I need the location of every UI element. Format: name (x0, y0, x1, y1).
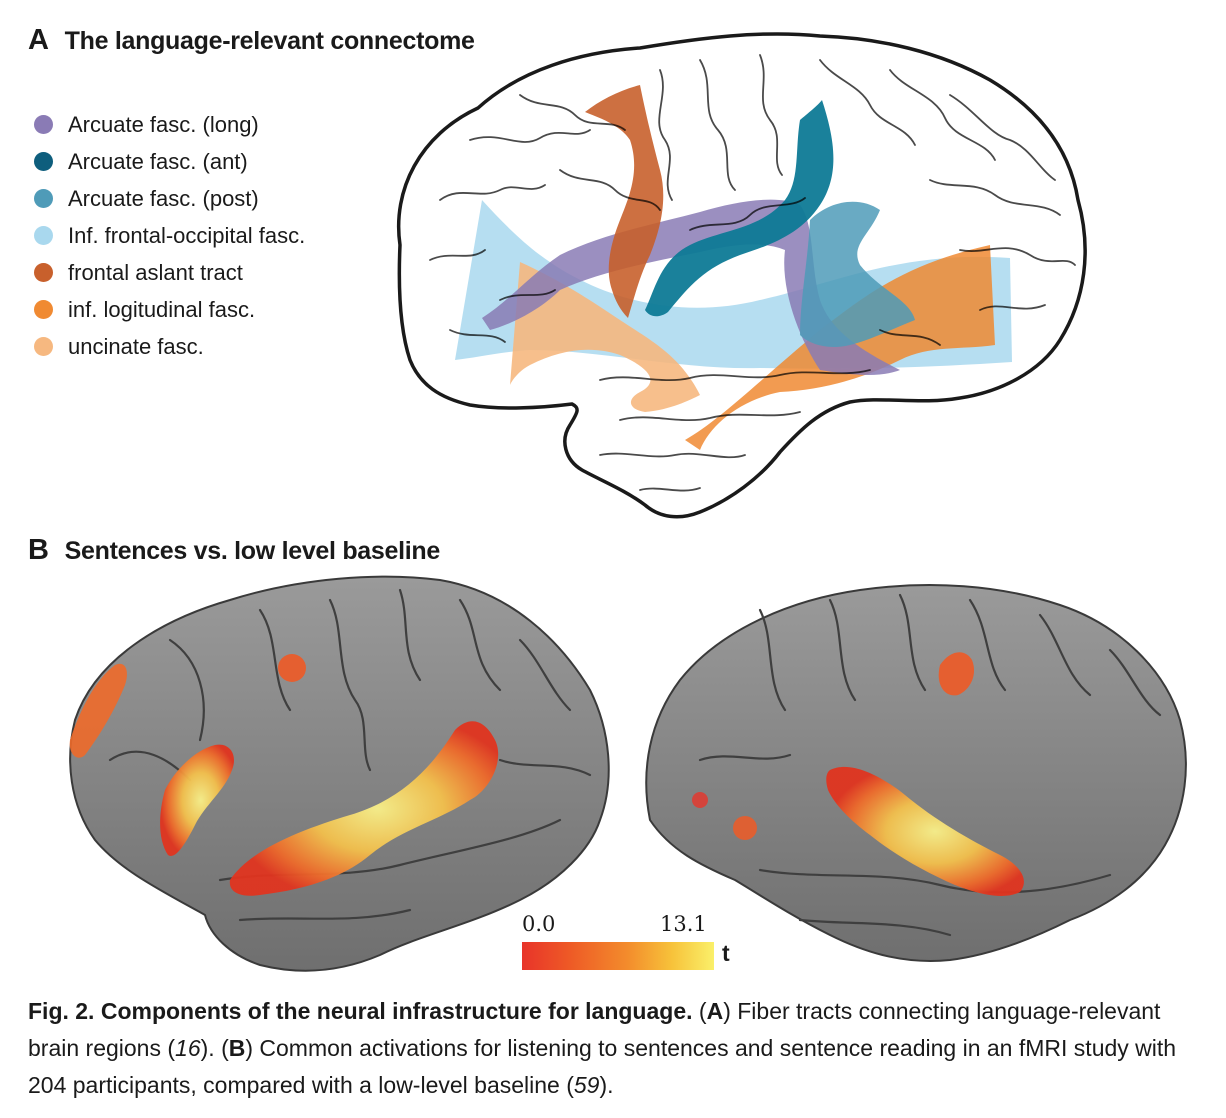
legend-label: frontal aslant tract (68, 259, 243, 285)
caption-text: ) Fiber tracts connecting language-relev… (28, 998, 1161, 1061)
legend-swatch (34, 152, 53, 171)
left-hemisphere (69, 575, 610, 972)
tract-uncinate (510, 262, 700, 412)
legend-item: Arcuate fasc. (post) (34, 180, 305, 217)
fiber-tracts (455, 85, 1012, 450)
legend-swatch (34, 300, 53, 319)
legend-item: Arcuate fasc. (ant) (34, 143, 305, 180)
connectome-brain-illustration (397, 32, 1087, 519)
tract-arcuate-post (800, 201, 915, 347)
legend-label: Arcuate fasc. (post) (68, 185, 259, 211)
legend-label: inf. logitudinal fasc. (68, 296, 256, 322)
panel-a-letter: A (28, 24, 49, 56)
caption-text: ). ( (200, 1035, 229, 1061)
legend-label: Inf. frontal-occipital fasc. (68, 222, 306, 248)
legend-item: Inf. frontal-occipital fasc. (34, 217, 305, 254)
tract-arcuate-long (482, 199, 900, 375)
legend-item: frontal aslant tract (34, 254, 305, 291)
left-stg-activation (229, 721, 499, 896)
legend-item: Arcuate fasc. (long) (34, 106, 305, 143)
panel-b-heading: B Sentences vs. low level baseline (28, 534, 440, 567)
legend-item: inf. logitudinal fasc. (34, 291, 305, 328)
colorbar-unit-label: t (722, 940, 730, 966)
legend-item: uncinate fasc. (34, 328, 305, 365)
tract-frontal-aslant (585, 85, 664, 318)
caption-text: ). (599, 1072, 614, 1098)
caption-citation: 16 (175, 1035, 201, 1061)
caption-panel-b-ref: B (228, 1035, 246, 1061)
colorbar (522, 942, 714, 970)
caption-text: ) Common activations for listening to se… (28, 1035, 1177, 1098)
right-stg-activation (826, 766, 1024, 896)
caption-text: ( (692, 998, 707, 1024)
legend-swatch (34, 189, 53, 208)
panel-b-letter: B (28, 534, 49, 566)
colorbar-max-label: 13.1 (660, 912, 707, 936)
tract-arcuate-ant (645, 100, 834, 317)
left-precentral-activation (278, 654, 306, 682)
caption-citation: 59 (573, 1072, 600, 1098)
legend-swatch (34, 226, 53, 245)
left-ifg-activation (160, 744, 235, 856)
legend-label: Arcuate fasc. (long) (68, 111, 259, 137)
legend-label: uncinate fasc. (68, 333, 204, 359)
right-ifg-activation (733, 816, 757, 840)
legend-label: Arcuate fasc. (ant) (68, 148, 248, 174)
right-parietal-activation (938, 652, 975, 696)
colorbar-min-label: 0.0 (522, 912, 556, 936)
legend-swatch (34, 115, 53, 134)
right-hemisphere (645, 584, 1187, 962)
panel-a-title: The language-relevant connectome (64, 27, 475, 55)
legend-swatch (34, 337, 53, 356)
panel-a-heading: A The language-relevant connectome (28, 24, 475, 57)
legend-swatch (34, 263, 53, 282)
right-frontal-activation (692, 792, 708, 808)
left-frontal-pole-activation (69, 663, 127, 758)
tract-legend: Arcuate fasc. (long) Arcuate fasc. (ant) A… (34, 106, 305, 365)
caption-figure-label: Fig. 2. Components of the neural infrast… (28, 998, 693, 1024)
panel-b-title: Sentences vs. low level baseline (64, 537, 441, 565)
caption-panel-a-ref: A (706, 998, 724, 1024)
figure-caption: Fig. 2. Components of the neural infrast… (28, 993, 1208, 1104)
fmri-activation-renderings (69, 575, 1187, 972)
